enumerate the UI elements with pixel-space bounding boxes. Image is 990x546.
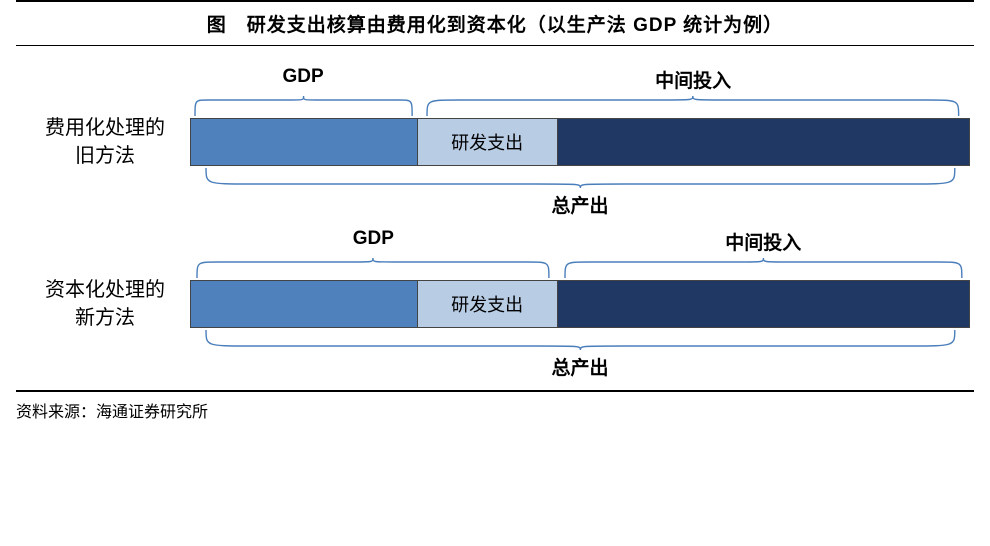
source-line: 资料来源：海通证券研究所: [16, 390, 974, 422]
diagram-area: 费用化处理的 旧方法 GDP 中间投入 研发支出 总产出资本化处理的 新方法: [0, 46, 990, 380]
bottom-brace-group: 总产出: [190, 330, 970, 380]
source-text: 资料来源：海通证券研究所: [16, 404, 208, 421]
top-label-row: GDP 中间投入: [190, 66, 970, 116]
bar-segment-rnd: 研发支出: [417, 281, 557, 327]
row-label: 费用化处理的 旧方法: [20, 114, 190, 170]
top-brace-group: GDP: [190, 228, 557, 278]
top-brace-group: 中间投入: [416, 66, 970, 116]
brace-wrap: [206, 330, 955, 352]
figure-container: 图 研发支出核算由费用化到资本化（以生产法 GDP 统计为例） 费用化处理的 旧…: [0, 0, 990, 546]
row-label: 资本化处理的 新方法: [20, 276, 190, 332]
bottom-label-row: 总产出: [190, 168, 970, 218]
top-brace-label: GDP: [190, 66, 416, 88]
segment-label: 研发支出: [451, 291, 523, 317]
bottom-label-row: 总产出: [190, 330, 970, 380]
bottom-brace-label: 总产出: [190, 191, 970, 218]
bar-segment-gdp: [191, 119, 417, 165]
brace-wrap: [565, 256, 962, 278]
brace-down: [195, 96, 412, 116]
bar-segment-intermediate: [557, 119, 969, 165]
stacked-bar: 研发支出: [190, 280, 970, 328]
stacked-bar: 研发支出: [190, 118, 970, 166]
brace-wrap: [197, 256, 549, 278]
bottom-brace-group: 总产出: [190, 168, 970, 218]
brace-wrap: [195, 94, 412, 116]
segment-label: 研发支出: [451, 129, 523, 155]
row-label-line1: 费用化处理的: [45, 117, 165, 139]
bottom-brace-label: 总产出: [190, 353, 970, 380]
row-label-line2: 旧方法: [75, 145, 135, 167]
top-brace-group: 中间投入: [557, 228, 970, 278]
bar-stack: GDP 中间投入 研发支出 总产出: [190, 66, 970, 218]
brace-down: [427, 96, 959, 116]
bar-segment-intermediate: [557, 281, 969, 327]
brace-up: [206, 330, 955, 350]
brace-down: [565, 258, 962, 278]
brace-wrap: [206, 168, 955, 190]
top-brace-label: 中间投入: [416, 66, 970, 93]
method-block-0: 费用化处理的 旧方法 GDP 中间投入 研发支出 总产出: [20, 66, 970, 218]
brace-wrap: [427, 94, 959, 116]
figure-title: 图 研发支出核算由费用化到资本化（以生产法 GDP 统计为例）: [207, 15, 783, 36]
bar-segment-gdp: [191, 281, 417, 327]
method-block-1: 资本化处理的 新方法 GDP 中间投入 研发支出 总产出: [20, 228, 970, 380]
row-label-line1: 资本化处理的: [45, 279, 165, 301]
top-brace-label: 中间投入: [557, 228, 970, 255]
row-label-line2: 新方法: [75, 307, 135, 329]
brace-up: [206, 168, 955, 188]
brace-down: [197, 258, 549, 278]
top-brace-label: GDP: [190, 228, 557, 250]
top-label-row: GDP 中间投入: [190, 228, 970, 278]
title-bar: 图 研发支出核算由费用化到资本化（以生产法 GDP 统计为例）: [16, 0, 974, 46]
bar-segment-rnd: 研发支出: [417, 119, 557, 165]
top-brace-group: GDP: [190, 66, 416, 116]
bar-stack: GDP 中间投入 研发支出 总产出: [190, 228, 970, 380]
